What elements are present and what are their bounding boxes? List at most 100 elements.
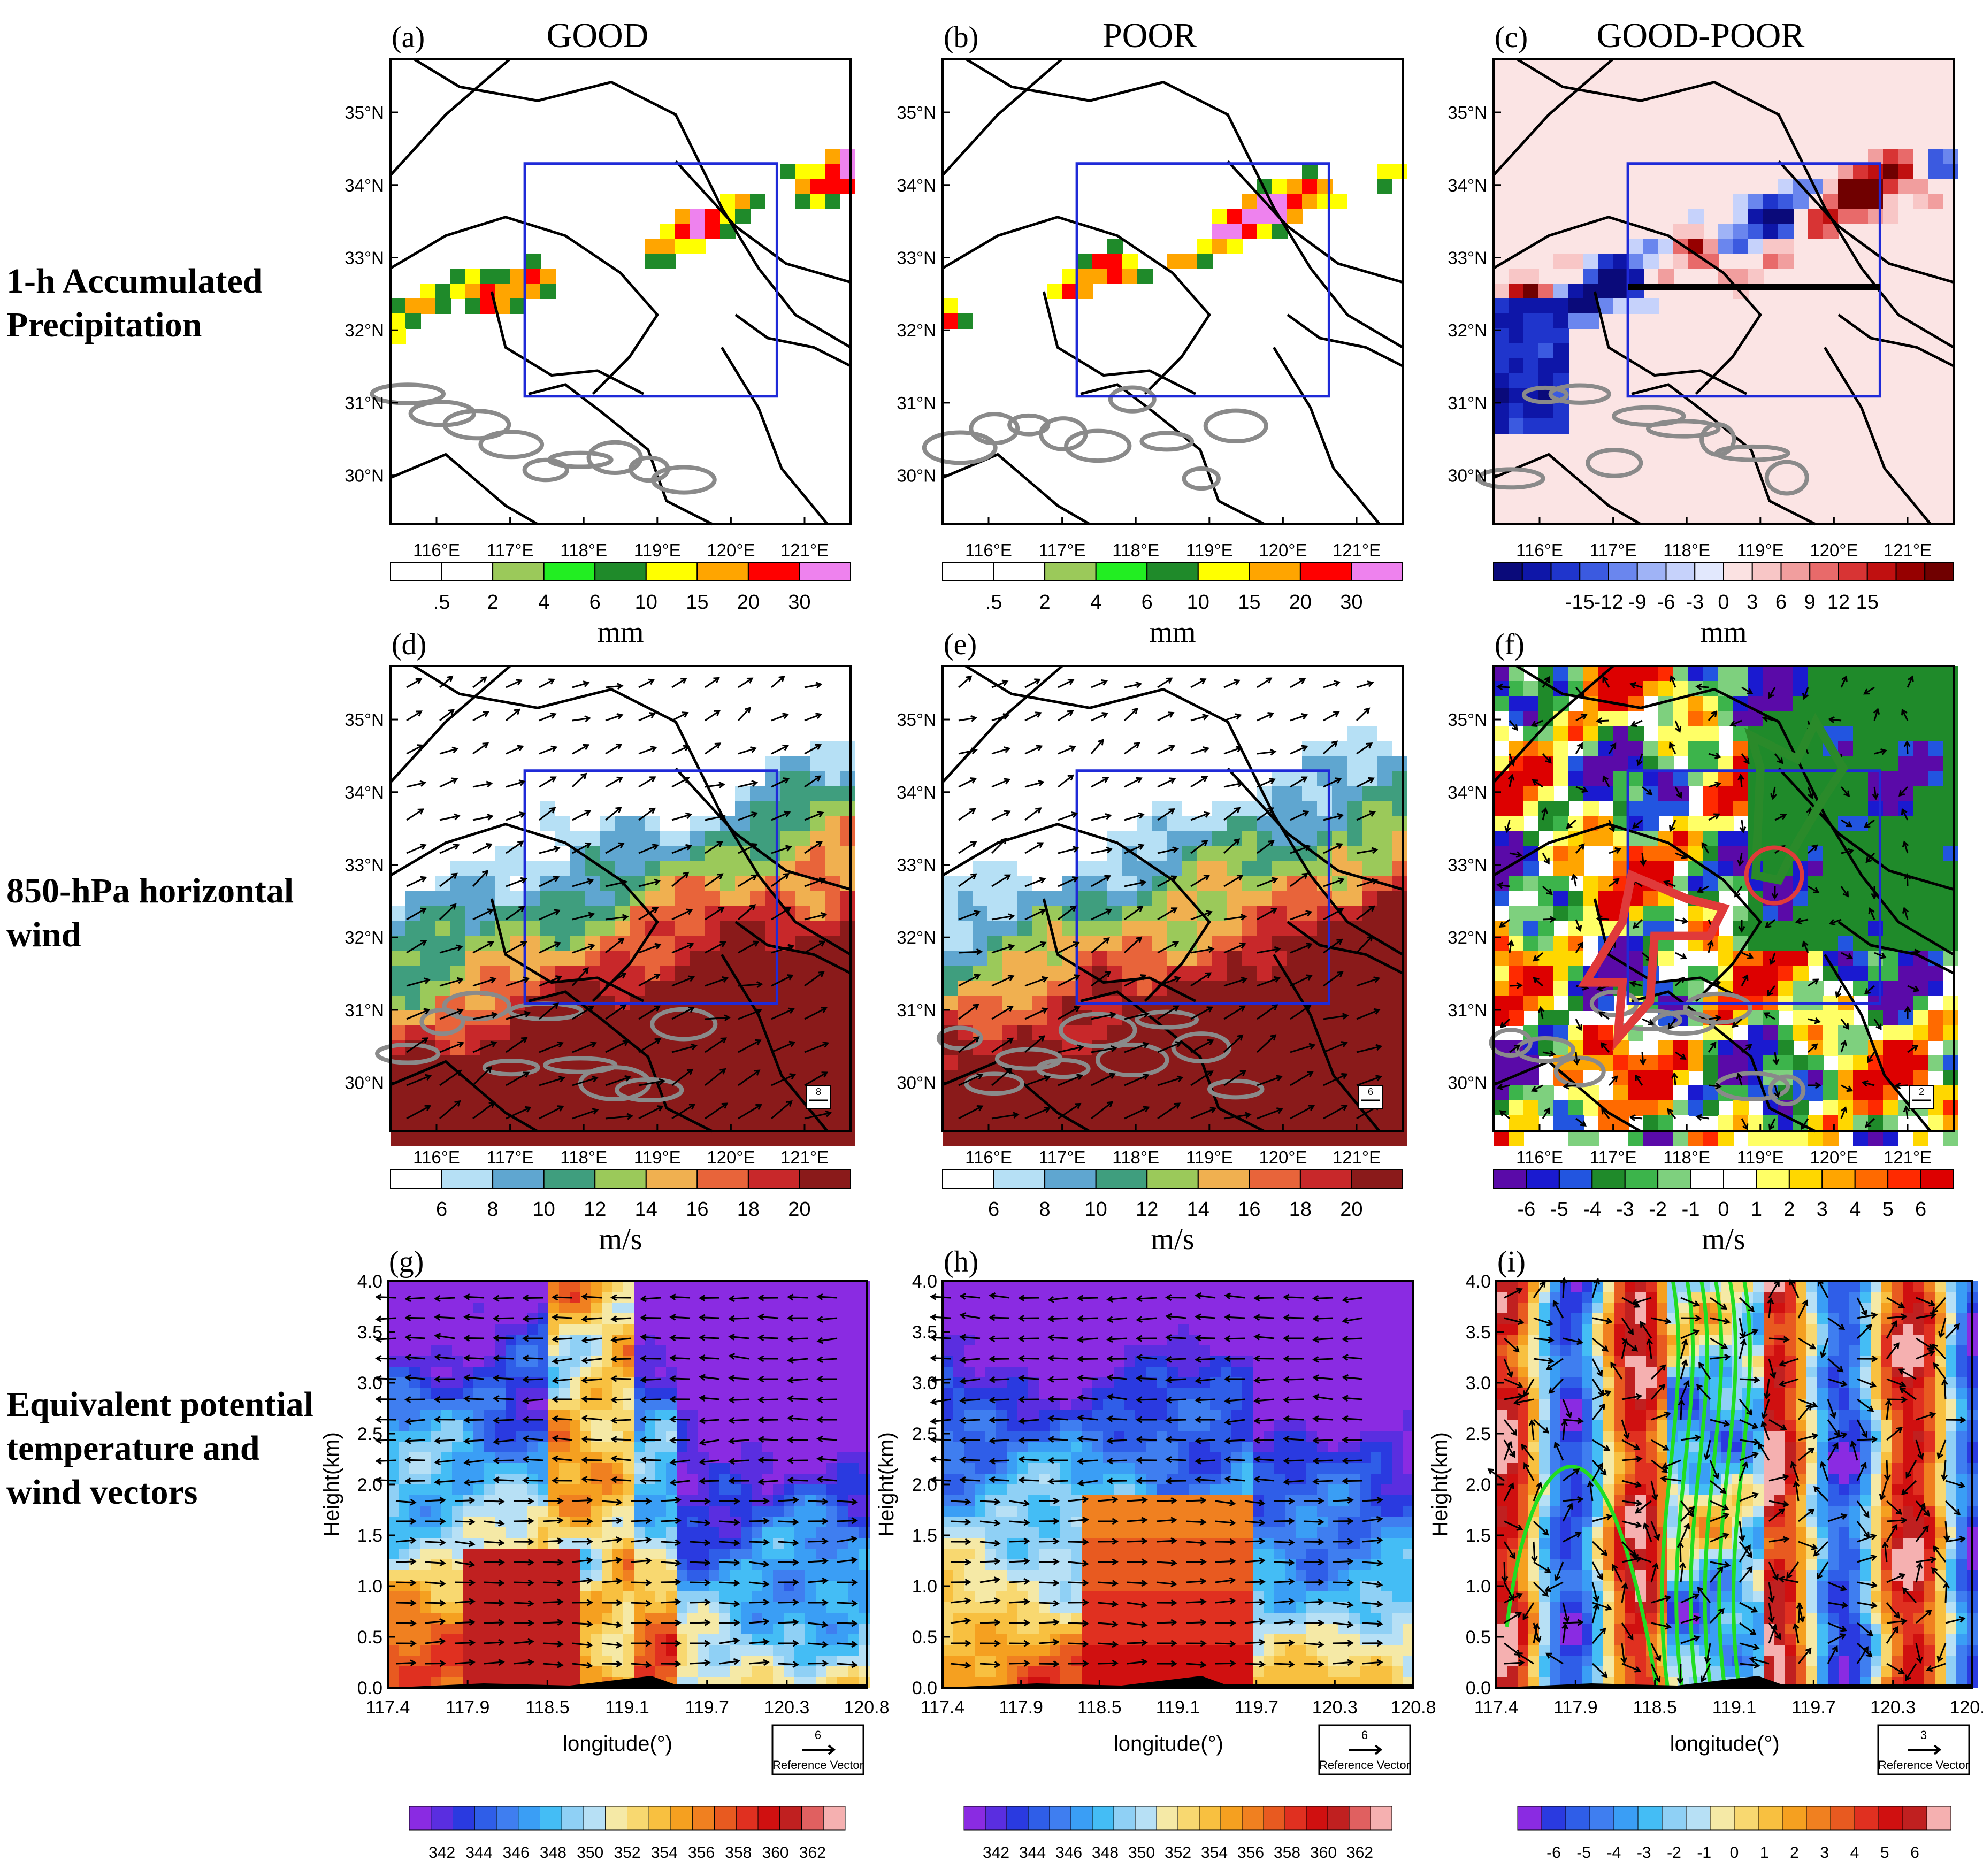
field-cell (1928, 756, 1943, 771)
plot-frame (1492, 58, 1955, 525)
field-cell (1092, 906, 1108, 921)
field-cell (773, 1303, 784, 1314)
field-cell (1494, 831, 1509, 846)
terrain-contour (1182, 466, 1221, 491)
field-cell (1523, 343, 1539, 359)
field-cell (1688, 726, 1704, 741)
field-cell (1227, 861, 1243, 876)
field-cell (1598, 891, 1614, 906)
field-cell (1047, 831, 1063, 846)
field-cell (570, 1324, 581, 1335)
x-tick-label: 118°E (1112, 540, 1159, 560)
field-cell (1167, 1130, 1183, 1146)
field-cell (840, 816, 855, 831)
field-cell (1392, 1115, 1407, 1131)
field-cell (690, 224, 706, 239)
field-cell (1107, 1085, 1123, 1101)
field-cell (825, 1010, 840, 1026)
colorbar-label: 5 (1882, 1198, 1894, 1221)
field-cell (837, 1345, 848, 1357)
field-cell (666, 1324, 677, 1335)
y-tick-label: 32°N (1448, 928, 1487, 947)
field-cell (1152, 741, 1168, 756)
field-cell (1943, 711, 1958, 726)
field-cell (480, 801, 496, 816)
field-cell (1943, 666, 1958, 682)
field-cell (1392, 831, 1407, 846)
colorbar-label: 3 (1747, 591, 1758, 614)
field-cell (1598, 756, 1614, 771)
field-cell (1763, 771, 1779, 786)
field-cell (840, 996, 855, 1011)
field-cell (1287, 801, 1303, 816)
field-cell (1212, 861, 1228, 876)
plot-frame (389, 58, 852, 525)
field-cell (465, 298, 481, 314)
field-cell (825, 846, 840, 861)
field-cell (1658, 846, 1674, 861)
field-cell (1227, 951, 1243, 966)
field-cell (405, 298, 421, 314)
field-cell (675, 1055, 691, 1071)
field-cell (391, 816, 406, 831)
field-cell (1047, 891, 1063, 906)
field-cell (1583, 711, 1599, 726)
field-cell (1868, 666, 1884, 682)
field-cell (1047, 726, 1063, 741)
field-cell (1793, 981, 1809, 996)
field-cell (1227, 666, 1243, 682)
field-cell (1523, 328, 1539, 344)
x-tick-label: 116°E (965, 540, 1012, 560)
field-cell (600, 756, 616, 771)
field-cell (1242, 711, 1258, 726)
field-cell (1227, 966, 1243, 981)
field-cell (735, 801, 751, 816)
field-cell (750, 786, 765, 801)
field-cell (1928, 164, 1943, 179)
field-cell (630, 1010, 646, 1026)
x-tick-label: 117°E (1590, 1147, 1637, 1167)
field-cell (1733, 194, 1749, 209)
y-tick-label: 32°N (344, 320, 384, 340)
field-cell (848, 1335, 859, 1346)
y-tick-label: 31°N (1448, 1000, 1487, 1020)
field-cell (958, 891, 973, 906)
field-cell (1509, 403, 1524, 419)
field-cell (1347, 1130, 1362, 1146)
field-cell (660, 741, 676, 756)
field-cell (602, 1281, 613, 1292)
field-cell (1838, 179, 1854, 194)
field-cell (1928, 681, 1943, 696)
field-cell (420, 816, 436, 831)
field-cell (1002, 846, 1018, 861)
field-cell (1197, 786, 1213, 801)
field-cell (987, 1130, 1003, 1146)
field-cell (1077, 1025, 1093, 1041)
field-cell (1853, 801, 1869, 816)
field-cell (805, 1324, 816, 1335)
field-cell (1347, 696, 1362, 711)
field-cell (690, 1130, 706, 1146)
field-cell (1212, 786, 1228, 801)
field-cell (391, 786, 406, 801)
field-cell (780, 1055, 795, 1071)
field-cell (506, 1281, 517, 1292)
colorbar-swatch (441, 562, 494, 581)
field-cell (987, 981, 1003, 996)
field-cell (510, 1130, 526, 1146)
field-cell (973, 981, 988, 996)
colorbar-swatch (1579, 562, 1609, 581)
field-cell (585, 816, 601, 831)
field-cell (465, 1130, 481, 1146)
field-cell (1523, 981, 1539, 996)
field-cell (405, 921, 421, 936)
field-cell (1272, 1055, 1288, 1071)
field-cell (510, 831, 526, 846)
field-cell (1062, 284, 1078, 299)
field-cell (645, 756, 661, 771)
field-cell (1287, 756, 1303, 771)
field-cell (825, 711, 840, 726)
field-cell (705, 951, 721, 966)
field-cell (1182, 1070, 1198, 1086)
field-cell (675, 1130, 691, 1146)
